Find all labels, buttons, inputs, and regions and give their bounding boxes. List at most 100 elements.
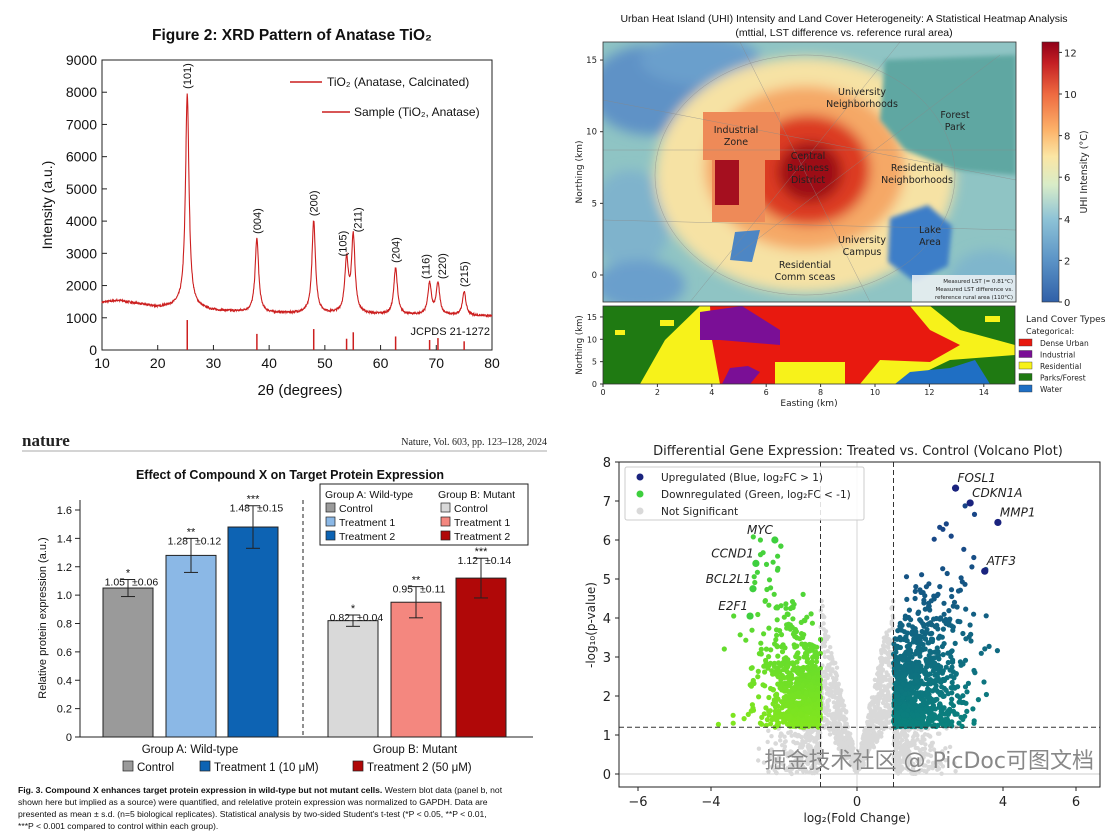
legend-marker (636, 473, 644, 481)
xrd-series-line (101, 93, 493, 319)
region-label: Residential (779, 260, 831, 271)
point-upregulated (894, 675, 901, 681)
legend-swatch-parks-forest (1018, 373, 1033, 381)
point-not-significant (836, 687, 842, 693)
significance-label: * (351, 603, 356, 615)
forest-park-zone (880, 55, 1016, 175)
bar-ylabel: Relative protein expression (a.u.) (37, 537, 49, 698)
uhi-annotation-2: Measured LST difference vs. (935, 287, 1013, 293)
point-not-significant (799, 761, 804, 767)
x-tick-label: 4 (999, 795, 1007, 810)
point-downregulated (768, 585, 774, 591)
point-not-significant (863, 752, 868, 757)
point-downregulated (766, 694, 772, 701)
lake-zone (888, 205, 952, 282)
legend-label: Control (339, 503, 373, 515)
point-downregulated (777, 685, 783, 691)
point-not-significant (834, 665, 840, 670)
xrd-plot-frame (101, 59, 493, 351)
point-upregulated (901, 720, 908, 727)
point-upregulated (920, 717, 926, 723)
point-not-significant (833, 660, 838, 666)
point-downregulated (786, 621, 792, 627)
y-tick-label: 7000 (66, 116, 97, 132)
bar-a-treatment-1 (165, 554, 217, 738)
point-downregulated (721, 646, 727, 652)
sd-label: ±0.14 (485, 555, 511, 567)
peak-label: (220) (437, 253, 449, 279)
y-tick-label: 10 (587, 335, 597, 344)
point-not-significant (914, 731, 919, 736)
point-downregulated (730, 712, 736, 718)
caption-line-4: ***P < 0.001 compared to control within … (18, 821, 218, 831)
point-not-significant (928, 734, 933, 739)
xrd-reference-label: JCPDS 21-1272 (411, 326, 491, 338)
point-upregulated (913, 685, 920, 691)
point-downregulated (763, 646, 770, 652)
point-upregulated (923, 671, 929, 677)
legend-label: Downregulated (Green, log₂FC < -1) (661, 489, 851, 501)
point-not-significant (881, 714, 886, 720)
peak-label: (101) (182, 63, 194, 89)
point-not-significant (823, 681, 828, 686)
uhi-title: Urban Heat Island (UHI) Intensity and La… (620, 13, 1067, 25)
bar-chart-title: Effect of Compound X on Target Protein E… (136, 468, 444, 482)
point-upregulated (893, 698, 899, 704)
point-not-significant (834, 702, 839, 707)
point-downregulated (775, 703, 781, 709)
point-not-significant (810, 763, 815, 768)
point-upregulated (954, 604, 960, 610)
point-upregulated (901, 705, 907, 711)
point-not-significant (890, 626, 895, 631)
point-not-significant (899, 764, 904, 770)
point-downregulated (806, 697, 812, 704)
region-label: Zone (724, 137, 748, 148)
point-downregulated (799, 673, 805, 679)
point-downregulated (814, 676, 821, 682)
point-downregulated (748, 665, 754, 671)
point-upregulated (900, 681, 906, 687)
y-tick-label: 1.6 (57, 505, 72, 517)
point-upregulated (932, 686, 938, 692)
legend-label: Control (454, 503, 488, 515)
point-not-significant (911, 768, 916, 773)
group-label-b: Group B: Mutant (373, 744, 458, 756)
point-upregulated (931, 655, 938, 661)
point-downregulated (806, 674, 812, 680)
point-not-significant (807, 757, 813, 763)
point-not-significant (887, 714, 892, 719)
point-not-significant (825, 675, 830, 681)
point-not-significant (832, 711, 837, 716)
y-tick-label: 0 (592, 380, 597, 389)
point-not-significant (861, 732, 867, 737)
colorbar-tick-label: 12 (1064, 48, 1077, 59)
point-upregulated (937, 633, 943, 639)
point-not-significant (822, 614, 827, 620)
point-upregulated (945, 659, 951, 666)
point-not-significant (785, 751, 790, 756)
point-downregulated (804, 705, 810, 712)
legend-swatch-dense-urban (1018, 338, 1033, 347)
point-not-significant (906, 767, 911, 772)
point-downregulated (763, 705, 769, 711)
point-upregulated (906, 607, 913, 613)
point-downregulated (747, 682, 753, 688)
point-not-significant (922, 746, 928, 751)
point-not-significant (866, 742, 871, 748)
point-not-significant (889, 621, 894, 626)
point-not-significant (952, 761, 957, 766)
uhi-heatmap: IndustrialZoneUniversityNeighborhoodsFor… (603, 42, 1016, 302)
point-not-significant (905, 747, 911, 752)
x-tick-label: 60 (373, 355, 389, 371)
point-upregulated (964, 708, 970, 715)
point-downregulated (763, 561, 770, 568)
legend-swatch-water (1018, 384, 1033, 393)
point-upregulated (962, 581, 968, 587)
point-upregulated (982, 646, 988, 652)
point-not-significant (783, 739, 788, 744)
point-downregulated (787, 722, 793, 728)
bottom-legend-label: Treatment 2 (50 μM) (367, 762, 472, 774)
sd-label: ±0.04 (357, 612, 383, 624)
point-downregulated (809, 620, 816, 626)
point-upregulated (971, 718, 977, 724)
